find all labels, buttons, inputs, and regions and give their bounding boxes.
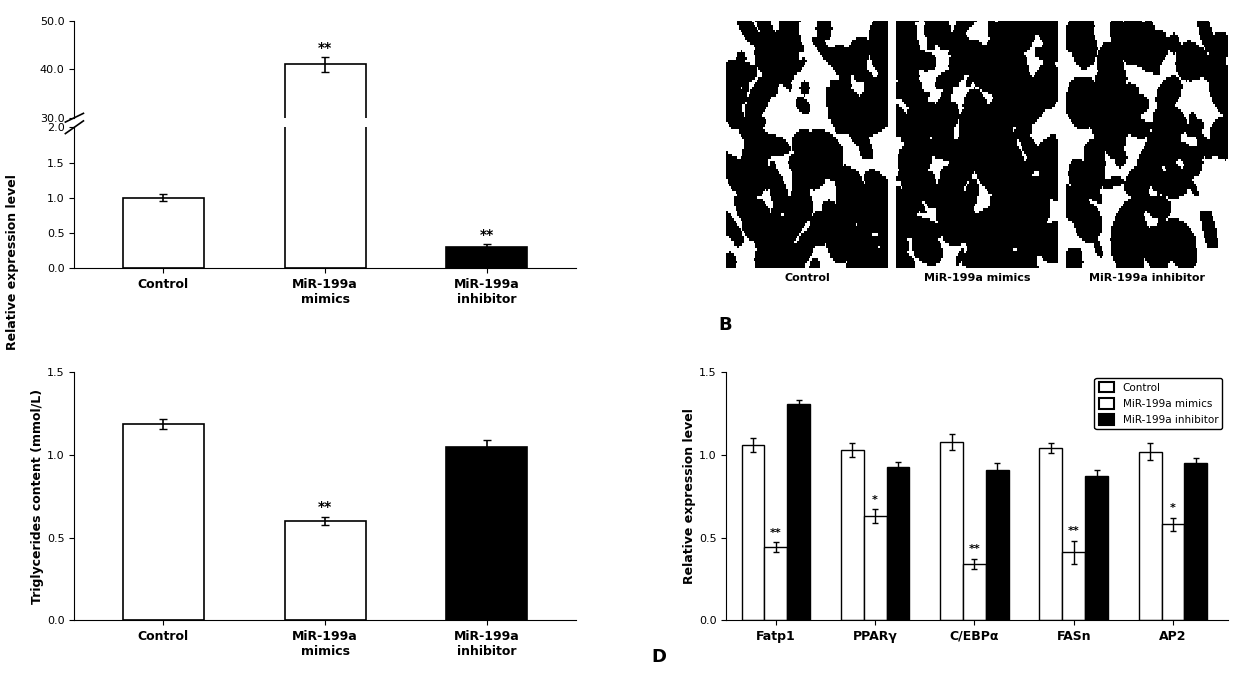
Bar	[864, 516, 887, 620]
Bar	[446, 262, 527, 263]
Text: **: **	[317, 500, 332, 513]
Bar	[446, 446, 527, 620]
Bar	[285, 521, 366, 620]
Text: D: D	[651, 648, 666, 666]
Bar	[285, 64, 366, 263]
Text: *: *	[872, 495, 878, 504]
Bar	[963, 564, 986, 620]
Text: *: *	[1171, 503, 1176, 513]
X-axis label: MiR-199a mimics: MiR-199a mimics	[924, 273, 1030, 282]
Bar	[986, 470, 1008, 620]
Bar	[1039, 449, 1063, 620]
Bar	[787, 404, 810, 620]
Y-axis label: Relative expression level: Relative expression level	[683, 409, 696, 584]
Bar	[123, 198, 203, 269]
Bar	[1085, 476, 1109, 620]
Legend: Control, MiR-199a mimics, MiR-199a inhibitor: Control, MiR-199a mimics, MiR-199a inhib…	[1095, 378, 1223, 429]
Bar	[764, 548, 787, 620]
Text: **: **	[770, 528, 781, 537]
Bar	[123, 424, 203, 620]
X-axis label: MiR-199a inhibitor: MiR-199a inhibitor	[1089, 273, 1205, 282]
Bar	[285, 0, 366, 269]
X-axis label: Control: Control	[784, 273, 830, 282]
Bar	[1184, 463, 1208, 620]
Text: **: **	[480, 227, 494, 242]
Bar	[446, 247, 527, 269]
Text: **: **	[317, 41, 332, 55]
Bar	[841, 450, 864, 620]
Text: Relative expression level: Relative expression level	[6, 174, 19, 350]
Bar	[887, 466, 909, 620]
Bar	[940, 442, 963, 620]
Text: **: **	[968, 544, 981, 554]
Y-axis label: Triglycerides content (mmol/L): Triglycerides content (mmol/L)	[31, 389, 45, 604]
Bar	[742, 445, 764, 620]
Text: B: B	[718, 316, 732, 334]
Bar	[1063, 553, 1085, 620]
Bar	[123, 258, 203, 263]
Bar	[1138, 452, 1162, 620]
Bar	[1162, 524, 1184, 620]
Text: **: **	[1068, 526, 1080, 536]
